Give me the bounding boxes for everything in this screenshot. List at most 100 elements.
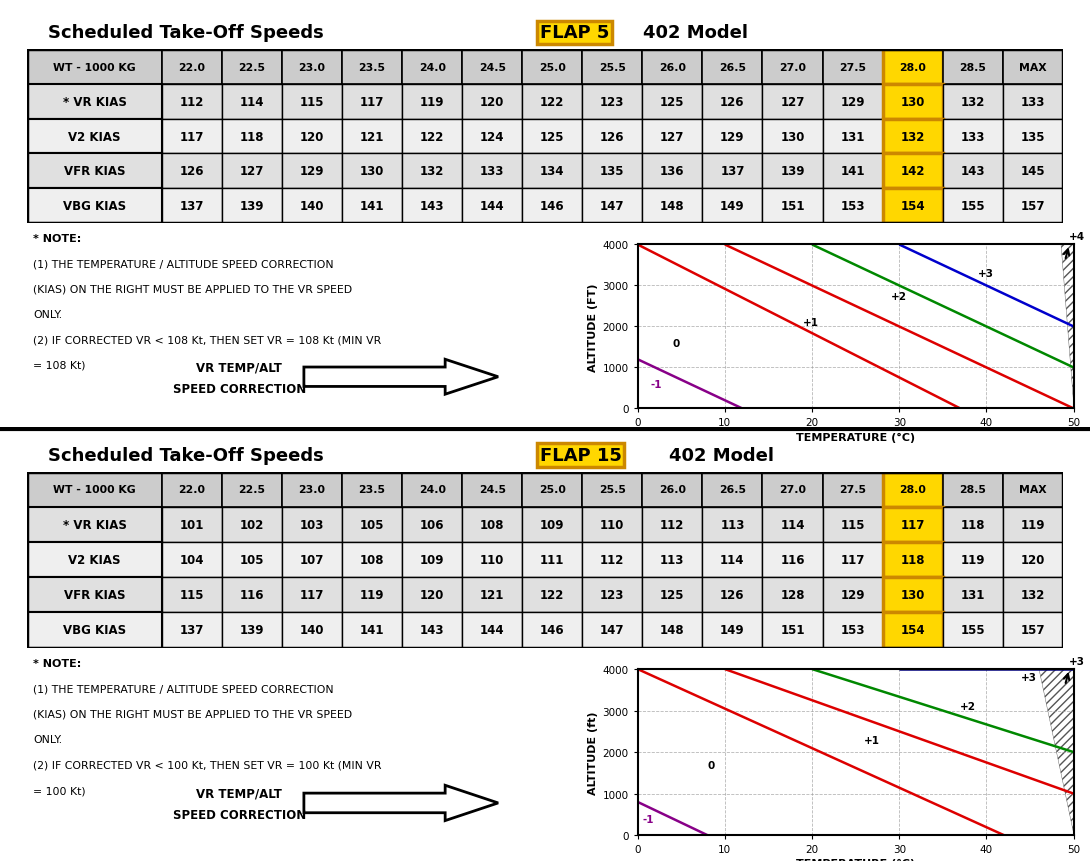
Bar xyxy=(462,120,522,154)
Text: 126: 126 xyxy=(720,96,744,108)
Bar xyxy=(1003,189,1063,224)
Bar xyxy=(462,542,522,578)
Bar xyxy=(282,154,342,189)
Text: 24.5: 24.5 xyxy=(479,485,506,495)
Bar xyxy=(883,613,943,647)
Text: 28.0: 28.0 xyxy=(899,63,926,72)
Bar xyxy=(582,154,642,189)
Bar xyxy=(222,578,282,613)
Text: 108: 108 xyxy=(480,518,505,531)
Bar xyxy=(642,473,702,507)
Text: 132: 132 xyxy=(1020,589,1045,602)
Text: 127: 127 xyxy=(780,96,804,108)
Bar xyxy=(582,189,642,224)
Text: VR TEMP/ALT: VR TEMP/ALT xyxy=(196,361,282,374)
Text: 114: 114 xyxy=(720,554,744,567)
Text: 402 Model: 402 Model xyxy=(669,447,774,464)
Bar xyxy=(402,473,462,507)
Bar xyxy=(162,50,222,85)
Text: 117: 117 xyxy=(300,589,324,602)
Text: 119: 119 xyxy=(420,96,445,108)
Text: 133: 133 xyxy=(480,165,505,178)
Text: 149: 149 xyxy=(720,200,744,213)
Bar xyxy=(162,120,222,154)
Bar xyxy=(282,85,342,120)
Text: FLAP 15: FLAP 15 xyxy=(540,447,621,464)
Text: 27.5: 27.5 xyxy=(839,63,867,72)
Bar xyxy=(943,578,1003,613)
Text: 122: 122 xyxy=(420,130,445,144)
Bar xyxy=(883,542,943,578)
Bar xyxy=(222,473,282,507)
Bar xyxy=(763,85,823,120)
Text: 157: 157 xyxy=(1020,623,1045,637)
Text: * NOTE:: * NOTE: xyxy=(33,234,82,244)
Text: 146: 146 xyxy=(540,200,565,213)
Bar xyxy=(462,507,522,542)
Text: 112: 112 xyxy=(601,554,625,567)
Text: 157: 157 xyxy=(1020,200,1045,213)
Text: 25.5: 25.5 xyxy=(598,63,626,72)
Text: 108: 108 xyxy=(360,554,385,567)
Text: 130: 130 xyxy=(360,165,385,178)
Bar xyxy=(522,50,582,85)
Polygon shape xyxy=(304,360,498,394)
Text: SPEED CORRECTION: SPEED CORRECTION xyxy=(172,382,306,395)
Text: 24.0: 24.0 xyxy=(419,485,446,495)
Bar xyxy=(823,578,883,613)
Text: 25.5: 25.5 xyxy=(598,485,626,495)
Text: 141: 141 xyxy=(840,165,864,178)
Text: 121: 121 xyxy=(480,589,505,602)
Bar xyxy=(342,542,402,578)
Text: 0: 0 xyxy=(707,759,715,770)
Bar xyxy=(402,542,462,578)
Text: +4: +4 xyxy=(1069,232,1086,242)
Bar xyxy=(162,507,222,542)
Bar xyxy=(27,50,162,85)
Text: 120: 120 xyxy=(420,589,445,602)
Bar xyxy=(642,613,702,647)
Text: 123: 123 xyxy=(601,96,625,108)
Text: 27.0: 27.0 xyxy=(779,485,806,495)
Text: (1) THE TEMPERATURE / ALTITUDE SPEED CORRECTION: (1) THE TEMPERATURE / ALTITUDE SPEED COR… xyxy=(33,684,334,693)
Text: 128: 128 xyxy=(780,589,804,602)
Bar xyxy=(642,120,702,154)
Text: 139: 139 xyxy=(780,165,804,178)
Text: 119: 119 xyxy=(360,589,385,602)
Bar xyxy=(1003,154,1063,189)
Bar xyxy=(943,189,1003,224)
Bar xyxy=(943,50,1003,85)
Bar xyxy=(402,120,462,154)
Text: 125: 125 xyxy=(540,130,565,144)
Bar xyxy=(462,50,522,85)
Bar xyxy=(462,578,522,613)
Text: 118: 118 xyxy=(240,130,264,144)
Bar xyxy=(342,189,402,224)
Text: * NOTE:: * NOTE: xyxy=(33,658,82,668)
Bar xyxy=(522,120,582,154)
Bar xyxy=(462,189,522,224)
Text: 106: 106 xyxy=(420,518,445,531)
Bar xyxy=(522,507,582,542)
Text: 120: 120 xyxy=(480,96,505,108)
Text: 148: 148 xyxy=(661,200,685,213)
Bar xyxy=(282,50,342,85)
Text: VBG KIAS: VBG KIAS xyxy=(63,200,126,213)
Text: 103: 103 xyxy=(300,518,324,531)
Text: 22.0: 22.0 xyxy=(179,485,205,495)
Text: +2: +2 xyxy=(960,702,977,711)
Bar xyxy=(702,85,763,120)
Text: WT - 1000 KG: WT - 1000 KG xyxy=(53,485,136,495)
Text: 25.0: 25.0 xyxy=(538,485,566,495)
Text: 140: 140 xyxy=(300,200,324,213)
Text: 134: 134 xyxy=(540,165,565,178)
Bar xyxy=(702,578,763,613)
Text: 22.0: 22.0 xyxy=(179,63,205,72)
Bar xyxy=(222,50,282,85)
Text: MAX: MAX xyxy=(1019,63,1046,72)
Bar xyxy=(943,154,1003,189)
Bar xyxy=(162,85,222,120)
Bar xyxy=(943,85,1003,120)
Text: +3: +3 xyxy=(978,269,994,279)
Text: 153: 153 xyxy=(840,200,864,213)
